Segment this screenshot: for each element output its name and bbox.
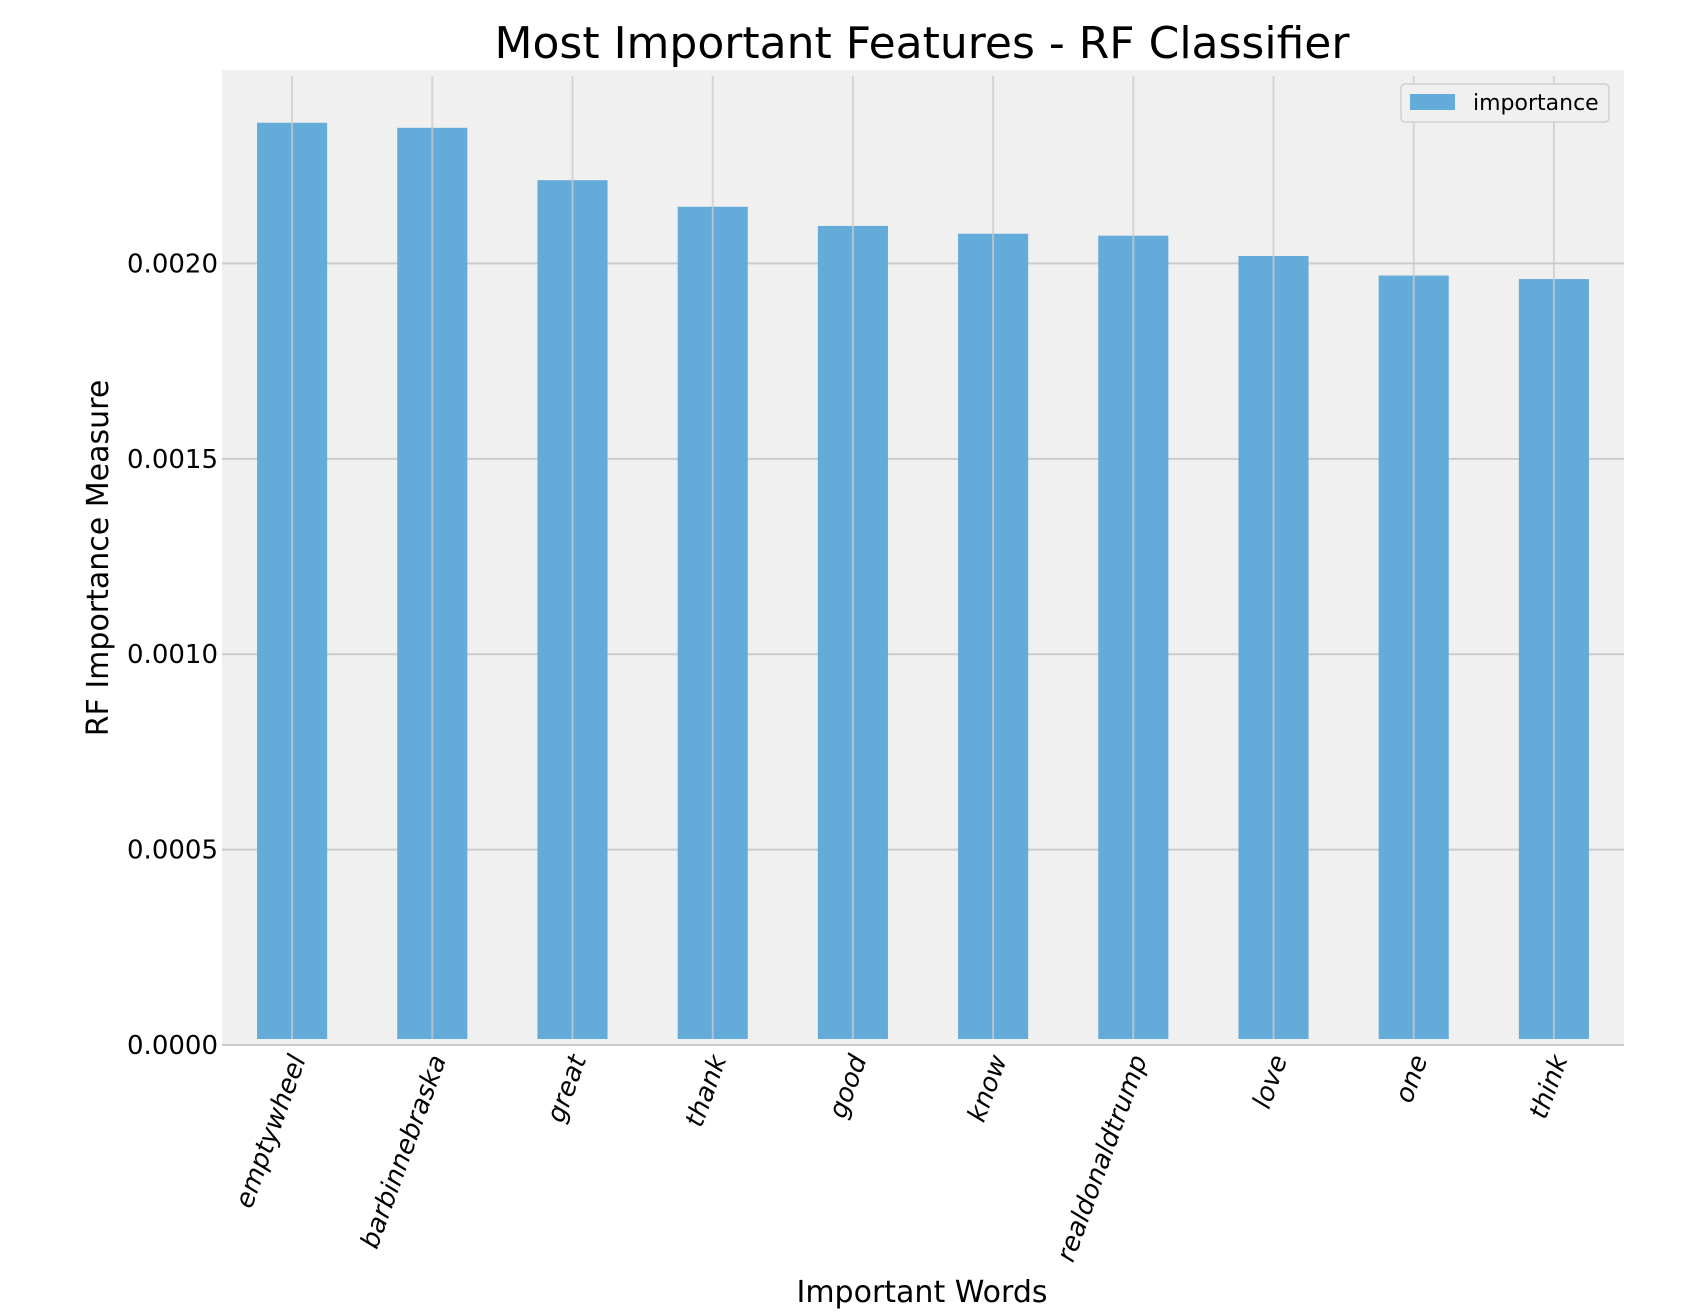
x-tick-label: thank (680, 1050, 734, 1131)
y-tick-label: 0.0010 (127, 640, 218, 670)
x-tick-label: barbinnebraska (355, 1051, 453, 1252)
legend-swatch (1410, 94, 1455, 110)
x-tick-label: love (1247, 1051, 1294, 1112)
x-axis-label: Important Words (796, 1275, 1047, 1310)
y-tick-labels: 0.0000 0.0005 0.0010 0.0015 0.0020 (127, 249, 218, 1061)
x-tick-labels: emptywheel barbinnebraska great thank good kn… (230, 1050, 1575, 1266)
x-tick-label: great (541, 1050, 593, 1126)
y-axis-label: RF Importance Measure (81, 380, 116, 737)
vertical-gridlines (291, 76, 1555, 1039)
x-tick-label: think (1524, 1050, 1575, 1123)
x-tick-label: good (823, 1051, 874, 1123)
x-tick-label: realdonaldtrump (1051, 1051, 1154, 1266)
legend-box (1400, 83, 1610, 123)
x-tick-label: emptywheel (230, 1050, 313, 1212)
legend-label: importance (1473, 91, 1599, 116)
chart-title: Most Important Features - RF Classifier (495, 18, 1351, 69)
y-tick-label: 0.0015 (127, 445, 218, 475)
y-tick-label: 0.0000 (127, 1031, 218, 1061)
legend: importance (1400, 83, 1610, 123)
x-tick-label: one (1390, 1051, 1435, 1107)
y-tick-label: 0.0020 (127, 249, 218, 279)
x-tick-label: know (962, 1050, 1014, 1126)
y-tick-label: 0.0005 (127, 836, 218, 866)
